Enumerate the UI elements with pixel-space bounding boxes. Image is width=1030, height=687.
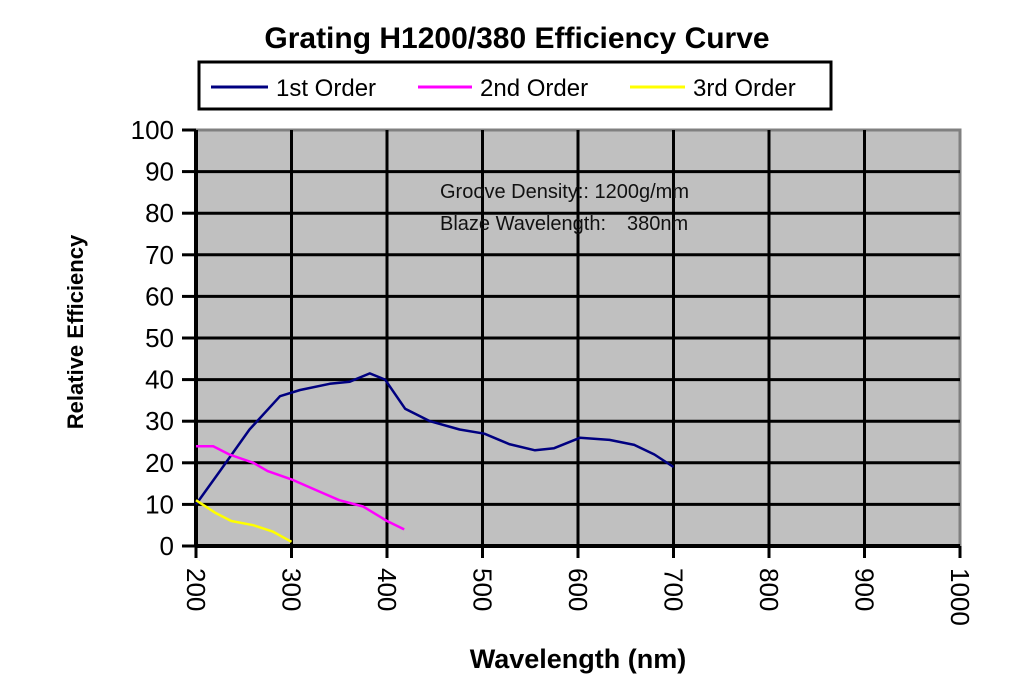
y-axis-label: Relative Efficiency — [63, 234, 88, 429]
legend-box — [197, 60, 833, 111]
y-tick-label: 20 — [145, 448, 174, 478]
x-tick-labels: 200 300 400 500 600 700 800 900 1000 — [181, 568, 975, 626]
axes — [182, 128, 962, 558]
x-tick-label: 500 — [468, 568, 498, 611]
chart-title: Grating H1200/380 Efficiency Curve — [264, 22, 769, 55]
series-line-3rd-order — [195, 499, 293, 543]
x-tick-label: 200 — [181, 568, 211, 611]
y-tick-label: 0 — [160, 531, 174, 561]
series-line-1st-order — [194, 372, 675, 506]
x-axis-label: Wavelength (nm) — [470, 644, 687, 674]
y-tick-label: 40 — [145, 365, 174, 395]
x-tick-label: 700 — [659, 568, 689, 611]
legend-label-3rd-order: 3rd Order — [693, 75, 796, 102]
y-tick-label: 90 — [145, 157, 174, 187]
x-tick-label: 900 — [850, 568, 880, 611]
y-tick-label: 10 — [145, 489, 174, 519]
legend-label-2nd-order: 2nd Order — [480, 75, 588, 102]
y-tick-label: 80 — [145, 198, 174, 228]
y-tick-label: 30 — [145, 406, 174, 436]
x-tick-label: 1000 — [945, 568, 975, 626]
x-tick-label: 300 — [277, 568, 307, 611]
legend-label-1st-order: 1st Order — [276, 75, 376, 102]
annotation-groove-density: Groove Density:: 1200g/mm — [440, 181, 689, 203]
annotation-blaze-wavelength: Blaze Wavelength: — [440, 213, 606, 235]
y-tick-label: 70 — [145, 240, 174, 270]
y-tick-label: 100 — [131, 115, 174, 145]
legend: 1st Order 2nd Order 3rd Order — [197, 60, 833, 111]
gridlines — [196, 130, 960, 546]
annotation-blaze-value: 380nm — [627, 213, 688, 235]
y-tick-label: 60 — [145, 281, 174, 311]
y-tick-label: 50 — [145, 323, 174, 353]
x-tick-label: 600 — [563, 568, 593, 611]
series-line-2nd-order — [196, 444, 405, 531]
x-tick-label: 800 — [754, 568, 784, 611]
y-tick-labels: 0 10 20 30 40 50 60 70 80 90 100 — [131, 115, 174, 561]
series-lines — [194, 372, 675, 543]
x-tick-label: 400 — [372, 568, 402, 611]
